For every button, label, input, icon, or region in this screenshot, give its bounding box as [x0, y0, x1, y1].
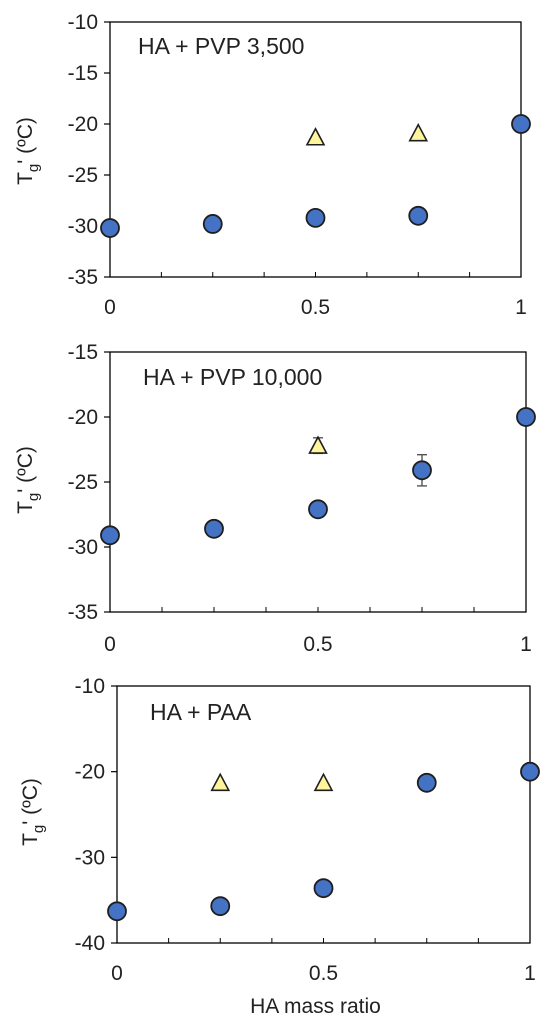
x-tick-label: 0: [111, 962, 123, 985]
y-tick-label: -25: [68, 471, 98, 494]
plot-frame: [109, 21, 522, 278]
x-tick-label: 1: [520, 633, 532, 656]
x-tick-label: 0: [104, 296, 116, 319]
y-tick-label: -25: [68, 164, 98, 187]
data-point-triangle: [313, 772, 334, 792]
y-tick-label: -30: [68, 536, 98, 559]
plot-frame: [109, 351, 527, 613]
panel-annotation: HA + PAA: [150, 699, 252, 725]
x-tick-label: 1: [524, 962, 536, 985]
data-point-circle: [210, 896, 231, 917]
y-tick-label: -30: [68, 215, 98, 238]
chart-3: -10 -20 -30 -40 0 0.5 1 HA + PAA Tg' (ºC) HA mass…: [19, 675, 540, 1018]
x-tick-label: 0.5: [301, 296, 330, 319]
x-tick-label: 0: [104, 633, 116, 656]
x-tick-label: 0.5: [309, 962, 338, 985]
data-point-circle: [308, 499, 328, 520]
x-tick-label: 0.5: [303, 633, 332, 656]
data-point-triangle: [305, 127, 326, 146]
y-axis-label: Tg' (ºC): [19, 778, 47, 846]
y-tick-label: -15: [68, 341, 98, 364]
x-tick-label: 1: [515, 296, 527, 319]
y-tick-label: -20: [75, 761, 105, 784]
data-point-circle: [516, 407, 536, 427]
panel-annotation: HA + PVP 3,500: [138, 33, 304, 59]
y-axis-label: Tg' (ºC): [14, 446, 42, 514]
chart-1: -10 -15 -20 -25 -30 -35 0 0.5 1 HA + PVP 3,500 Tg'…: [14, 11, 531, 319]
y-tick-label: -10: [68, 11, 98, 34]
y-tick-label: -35: [68, 601, 98, 624]
data-point-circle: [416, 772, 437, 793]
data-point-circle: [511, 114, 531, 134]
data-point-circle: [408, 205, 429, 226]
x-axis-label: HA mass ratio: [250, 995, 381, 1018]
y-tick-label: -20: [68, 113, 98, 136]
y-tick-label: -40: [75, 932, 105, 955]
data-point-circle: [412, 460, 432, 481]
panel-annotation: HA + PVP 10,000: [143, 364, 322, 390]
data-point-circle: [100, 525, 120, 546]
y-tick-label: -10: [75, 675, 105, 698]
chart-2: -15 -20 -25 -30 -35 0 0.5 1 HA + PVP 10,000 Tg' (…: [14, 341, 536, 656]
data-point-circle: [100, 218, 120, 238]
data-point-circle: [204, 518, 224, 539]
data-point-circle: [107, 901, 127, 922]
y-tick-label: -30: [75, 846, 105, 869]
data-point-circle: [313, 878, 334, 899]
y-axis-label: Tg' (ºC): [14, 117, 42, 185]
y-tick-label: -20: [68, 406, 98, 429]
data-point-triangle: [210, 772, 231, 792]
data-point-triangle: [308, 435, 328, 454]
y-tick-label: -35: [68, 266, 98, 289]
data-point-triangle: [408, 122, 429, 142]
data-point-circle: [305, 207, 326, 228]
data-point-circle: [202, 214, 223, 234]
data-point-circle: [520, 761, 540, 782]
y-tick-label: -15: [68, 62, 98, 85]
